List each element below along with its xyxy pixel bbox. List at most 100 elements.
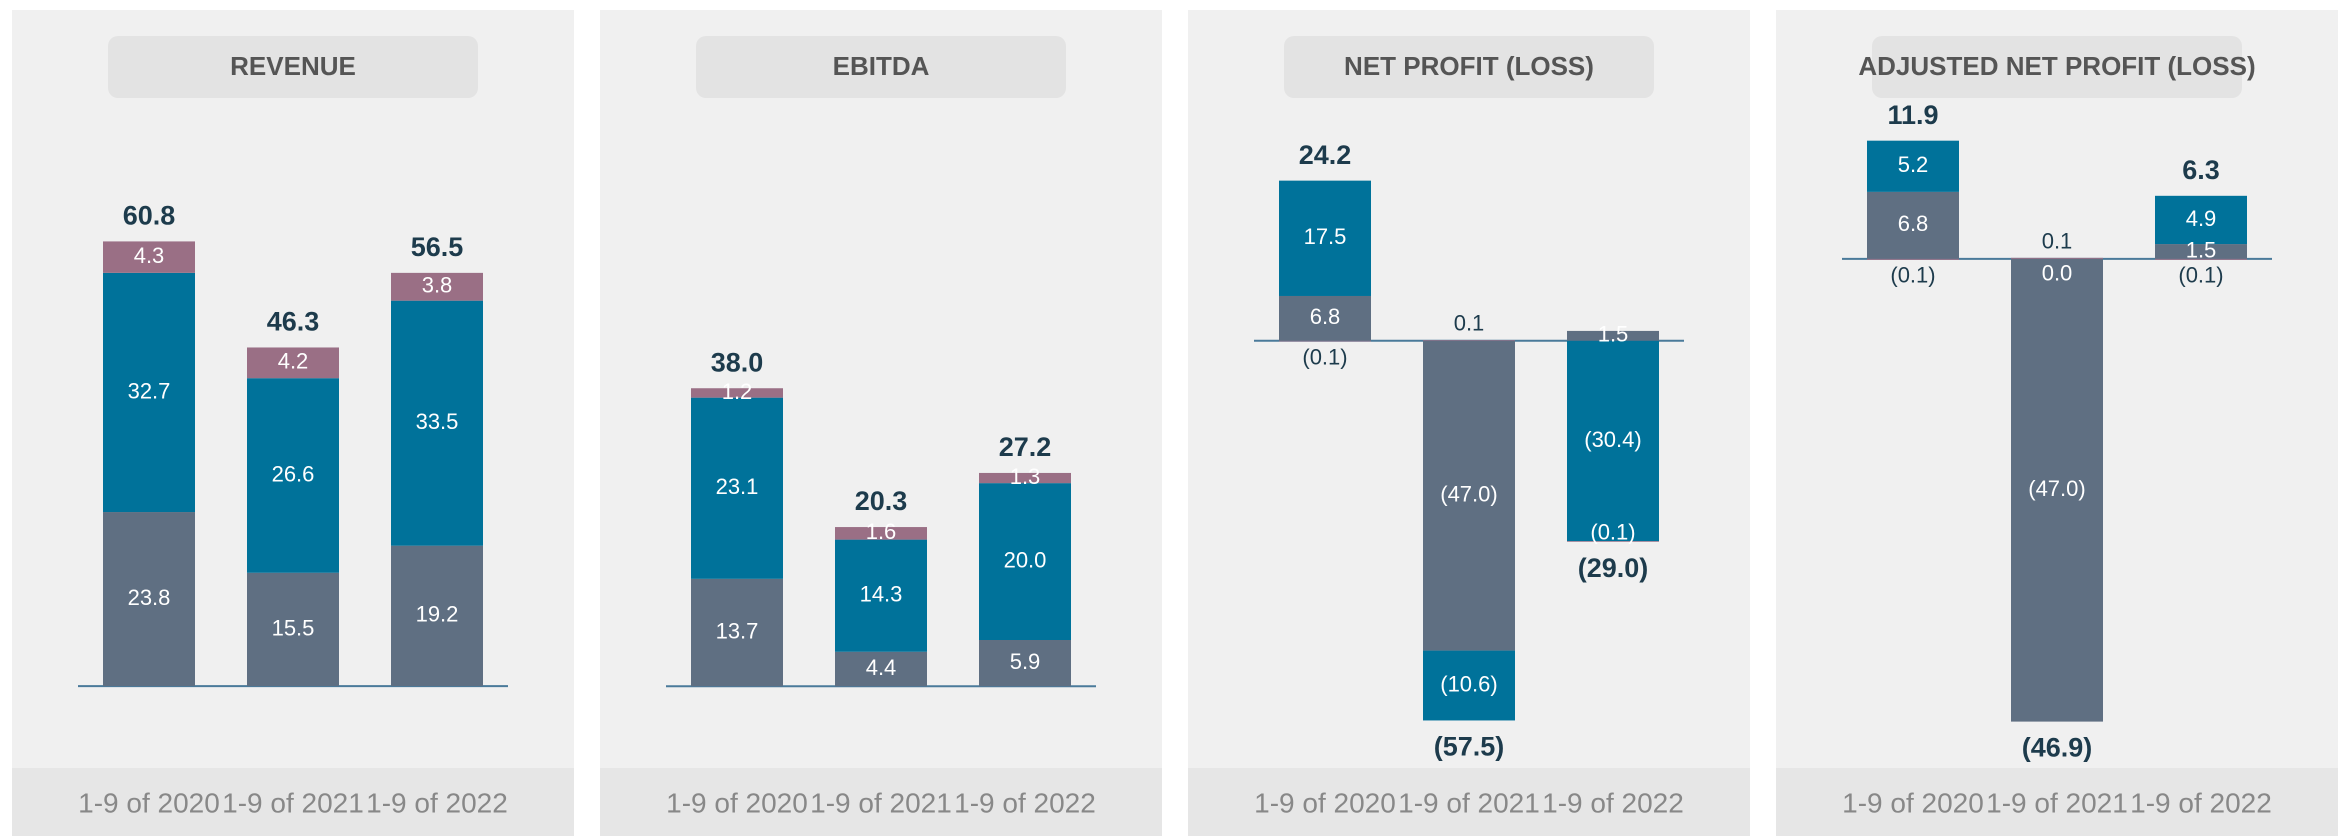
segment-label: 15.5 — [272, 615, 315, 640]
category-label: 1-9 of 2021 — [810, 787, 952, 818]
bar-segment — [979, 640, 1071, 687]
panel-title: REVENUE — [230, 51, 356, 81]
bar-segment — [391, 545, 483, 687]
segment-label: (0.1) — [1590, 520, 1635, 545]
category-label: 1-9 of 2022 — [954, 787, 1096, 818]
total-label: (57.5) — [1434, 732, 1505, 762]
category-label: 1-9 of 2020 — [1254, 787, 1396, 818]
segment-label: 32.7 — [128, 378, 171, 403]
bar-segment — [2155, 258, 2247, 260]
bar-segment — [391, 300, 483, 546]
segment-label: (0.1) — [1890, 263, 1935, 288]
bar-segment — [247, 572, 339, 687]
category-label: 1-9 of 2020 — [1842, 787, 1984, 818]
bar-segment — [835, 527, 927, 540]
bar-segment — [2011, 258, 2103, 722]
panel-title: NET PROFIT (LOSS) — [1344, 51, 1594, 81]
total-label: 38.0 — [711, 347, 764, 377]
title-pill — [1872, 36, 2242, 98]
title-pill — [1284, 36, 1654, 98]
panel — [600, 10, 1162, 836]
segment-label: 5.9 — [1010, 649, 1041, 674]
segment-label: 6.8 — [1898, 211, 1929, 236]
segment-label: 0.0 — [2042, 261, 2073, 286]
total-label: (29.0) — [1578, 553, 1649, 583]
bar-segment — [2155, 195, 2247, 245]
category-band — [1188, 768, 1750, 836]
bar-segment — [1423, 340, 1515, 341]
segment-label: 4.2 — [278, 349, 309, 374]
segment-label: 23.1 — [716, 474, 759, 499]
total-label: 6.3 — [2182, 155, 2220, 185]
category-label: 1-9 of 2022 — [366, 787, 508, 818]
total-label: 20.3 — [855, 486, 908, 516]
category-label: 1-9 of 2021 — [222, 787, 364, 818]
bar-segment — [247, 378, 339, 573]
segment-label: (0.1) — [2178, 263, 2223, 288]
category-band — [600, 768, 1162, 836]
bar-segment — [247, 347, 339, 379]
bar-segment — [1867, 140, 1959, 192]
segment-label: 6.8 — [1310, 304, 1341, 329]
segment-label: (47.0) — [2028, 476, 2085, 501]
title-pill — [108, 36, 478, 98]
category-label: 1-9 of 2020 — [78, 787, 220, 818]
segment-label: (0.1) — [1302, 345, 1347, 370]
category-band — [1776, 768, 2338, 836]
bar-segment — [1867, 191, 1959, 259]
bar-segment — [1567, 541, 1659, 542]
panel-title: ADJUSTED NET PROFIT (LOSS) — [1858, 51, 2255, 81]
category-label: 1-9 of 2022 — [1542, 787, 1684, 818]
total-label: 56.5 — [411, 232, 464, 262]
category-band — [12, 768, 574, 836]
segment-label: (47.0) — [1440, 482, 1497, 507]
bar-segment — [1567, 330, 1659, 341]
segment-label: 20.0 — [1004, 547, 1047, 572]
category-label: 1-9 of 2021 — [1986, 787, 2128, 818]
segment-label: 0.1 — [2042, 229, 2073, 254]
segment-label: 26.6 — [272, 461, 315, 486]
bar-segment — [103, 272, 195, 513]
category-label: 1-9 of 2020 — [666, 787, 808, 818]
bar-segment — [1567, 340, 1659, 542]
total-label: 11.9 — [1887, 100, 1938, 130]
segment-label: 33.5 — [416, 409, 459, 434]
bar-segment — [691, 578, 783, 687]
bar-segment — [103, 512, 195, 687]
segment-label: 5.2 — [1898, 152, 1929, 177]
bar-segment — [1279, 340, 1371, 342]
total-label: 46.3 — [267, 307, 320, 337]
bar-segment — [691, 388, 783, 398]
total-label: (46.9) — [2022, 733, 2093, 763]
segment-label: 4.9 — [2186, 206, 2217, 231]
bar-segment — [391, 272, 483, 301]
segment-label: 23.8 — [128, 585, 171, 610]
segment-label: 1.3 — [1010, 464, 1041, 489]
bar-segment — [1279, 295, 1371, 341]
segment-label: 1.2 — [722, 379, 753, 404]
title-pill — [696, 36, 1066, 98]
bar-segment — [691, 397, 783, 579]
total-label: 27.2 — [999, 432, 1052, 462]
bar-segment — [1423, 650, 1515, 721]
bar-segment — [1279, 180, 1371, 296]
segment-label: 17.5 — [1304, 224, 1347, 249]
category-label: 1-9 of 2021 — [1398, 787, 1540, 818]
bar-segment — [835, 651, 927, 687]
bar-segment — [1423, 340, 1515, 651]
total-label: 24.2 — [1299, 140, 1352, 170]
segment-label: 19.2 — [416, 602, 459, 627]
segment-label: 0.1 — [1454, 311, 1485, 336]
segment-label: 13.7 — [716, 618, 759, 643]
segment-label: 1.5 — [1598, 322, 1629, 347]
category-label: 1-9 of 2022 — [2130, 787, 2272, 818]
bar-segment — [103, 241, 195, 273]
bar-segment — [1867, 258, 1959, 260]
segment-label: 3.8 — [422, 273, 453, 298]
segment-label: (10.6) — [1440, 671, 1497, 696]
segment-label: 14.3 — [860, 581, 903, 606]
bar-segment — [979, 472, 1071, 484]
bar-segment — [979, 483, 1071, 640]
total-label: 60.8 — [123, 201, 176, 231]
